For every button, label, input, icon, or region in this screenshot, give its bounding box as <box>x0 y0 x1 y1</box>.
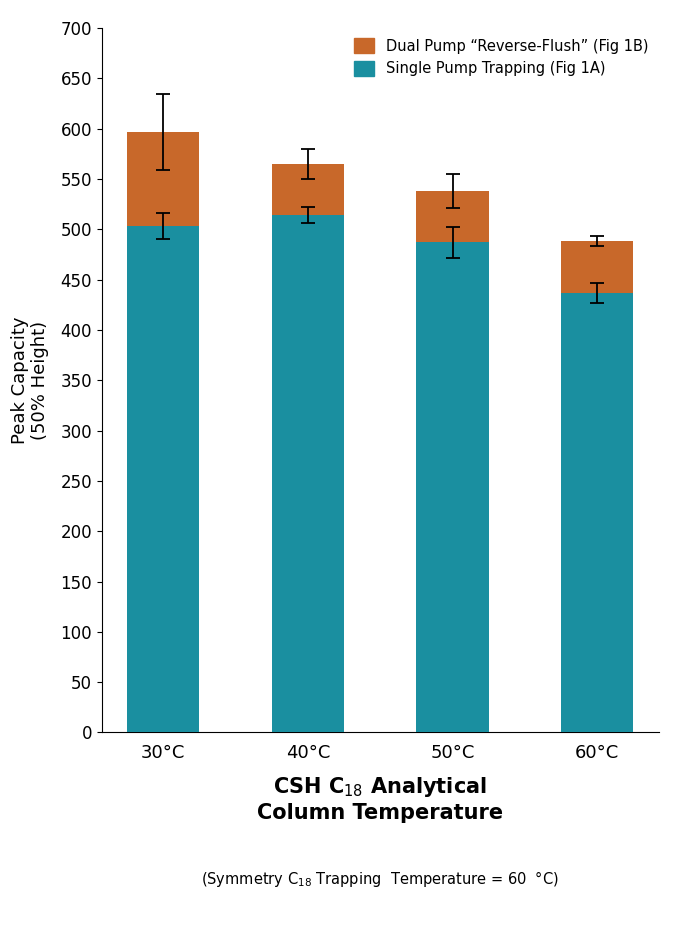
Text: (Symmetry C$_{18}$ Trapping  Temperature = 60  °C): (Symmetry C$_{18}$ Trapping Temperature … <box>201 869 559 888</box>
Bar <box>561 293 634 732</box>
Bar <box>272 164 344 215</box>
Y-axis label: Peak Capacity
(50% Height): Peak Capacity (50% Height) <box>11 316 50 444</box>
Bar <box>416 192 489 242</box>
Legend: Dual Pump “Reverse-Flush” (Fig 1B), Single Pump Trapping (Fig 1A): Dual Pump “Reverse-Flush” (Fig 1B), Sing… <box>348 33 655 83</box>
Bar <box>561 241 634 293</box>
Text: CSH C$_{18}$ Analytical
Column Temperature: CSH C$_{18}$ Analytical Column Temperatu… <box>257 775 503 824</box>
Bar <box>272 215 344 732</box>
Bar <box>416 242 489 732</box>
Bar <box>127 131 200 226</box>
Bar <box>127 226 200 732</box>
